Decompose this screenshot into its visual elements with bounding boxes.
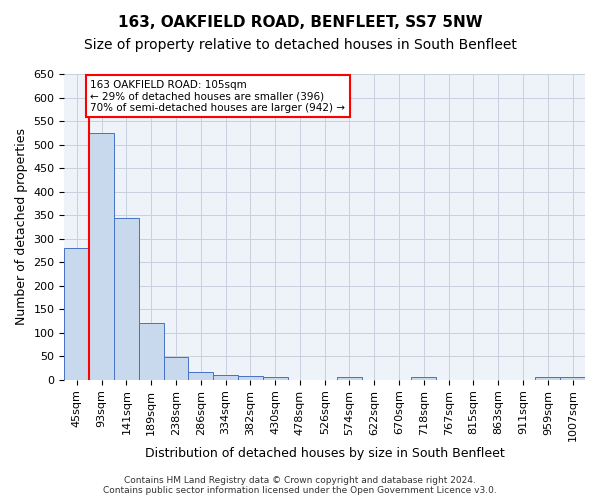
Text: 163 OAKFIELD ROAD: 105sqm
← 29% of detached houses are smaller (396)
70% of semi: 163 OAKFIELD ROAD: 105sqm ← 29% of detac… [91, 80, 346, 113]
Text: Contains HM Land Registry data © Crown copyright and database right 2024.
Contai: Contains HM Land Registry data © Crown c… [103, 476, 497, 495]
Bar [263, 378, 287, 380]
Bar [238, 376, 263, 380]
Bar [89, 133, 114, 380]
Bar [213, 375, 238, 380]
Bar [535, 378, 560, 380]
Bar [64, 248, 89, 380]
Bar [188, 372, 213, 380]
Y-axis label: Number of detached properties: Number of detached properties [15, 128, 28, 326]
X-axis label: Distribution of detached houses by size in South Benfleet: Distribution of detached houses by size … [145, 447, 505, 460]
Bar [560, 378, 585, 380]
Bar [412, 378, 436, 380]
Bar [114, 218, 139, 380]
Bar [337, 378, 362, 380]
Text: Size of property relative to detached houses in South Benfleet: Size of property relative to detached ho… [83, 38, 517, 52]
Bar [139, 324, 164, 380]
Bar [164, 358, 188, 380]
Text: 163, OAKFIELD ROAD, BENFLEET, SS7 5NW: 163, OAKFIELD ROAD, BENFLEET, SS7 5NW [118, 15, 482, 30]
